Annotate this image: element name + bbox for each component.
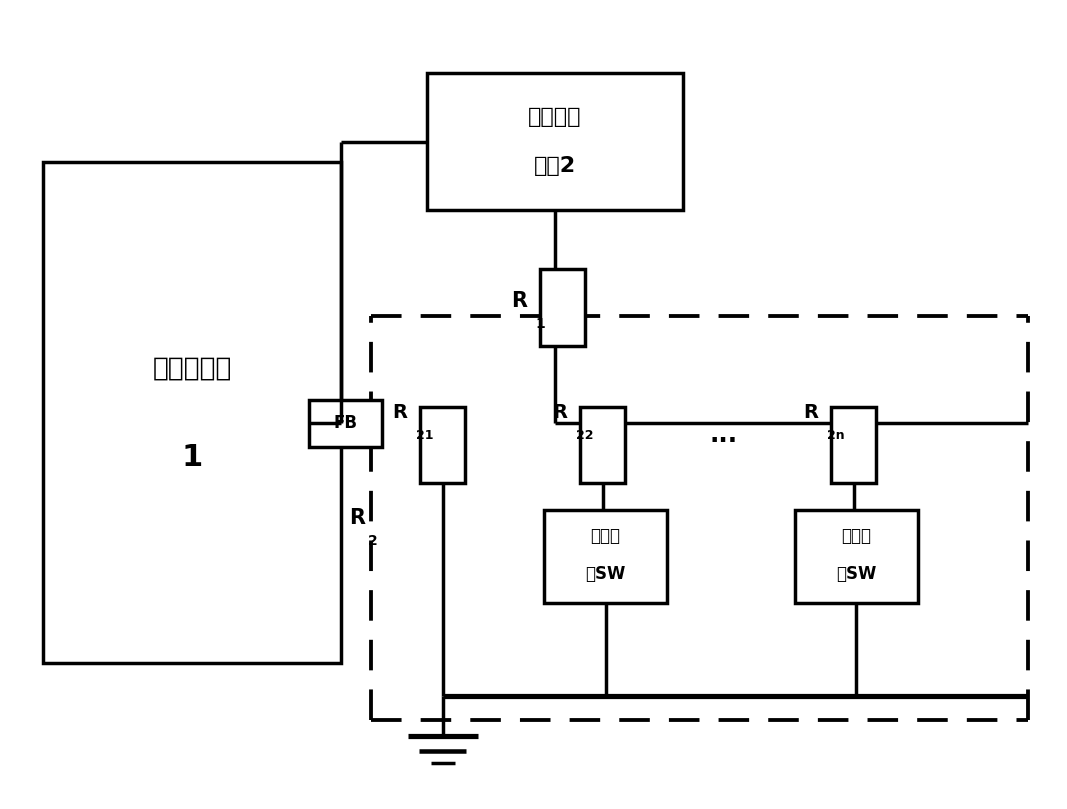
Text: 关SW: 关SW	[837, 565, 876, 583]
Text: ...: ...	[710, 423, 737, 447]
Text: 节点2: 节点2	[534, 156, 576, 176]
Text: 关SW: 关SW	[586, 565, 625, 583]
Text: 2: 2	[368, 534, 378, 548]
Text: R: R	[553, 403, 568, 422]
Bar	[831, 406, 876, 484]
Bar	[420, 406, 465, 484]
Text: 负载转换器: 负载转换器	[153, 355, 232, 381]
Text: 1: 1	[536, 317, 545, 331]
Text: 电子开: 电子开	[841, 527, 872, 545]
Bar	[309, 400, 382, 447]
Text: 1: 1	[181, 443, 203, 472]
Bar	[43, 162, 341, 663]
Bar	[427, 73, 683, 210]
Bar	[795, 510, 918, 603]
Text: R: R	[511, 291, 527, 311]
Text: R: R	[803, 403, 818, 422]
Bar	[544, 510, 667, 603]
Bar	[580, 406, 625, 484]
Text: 22: 22	[576, 429, 593, 442]
Bar	[540, 269, 585, 346]
Text: 2n: 2n	[827, 429, 845, 442]
Text: 电子开: 电子开	[590, 527, 621, 545]
Text: FB: FB	[334, 414, 357, 432]
Text: R: R	[393, 403, 408, 422]
Text: 输出电压: 输出电压	[528, 108, 582, 127]
Text: R: R	[350, 508, 365, 527]
Text: 21: 21	[416, 429, 433, 442]
